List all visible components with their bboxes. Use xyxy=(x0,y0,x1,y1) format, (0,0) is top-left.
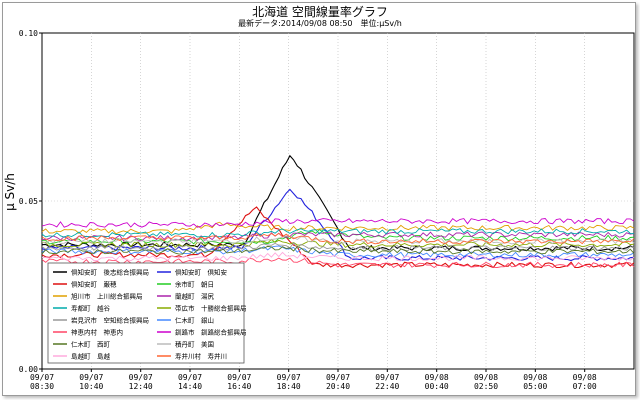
series-line xyxy=(41,235,635,245)
legend-box xyxy=(47,262,245,364)
legend-label: 神恵内村 神恵内 xyxy=(71,328,123,337)
x-tick-label-time: 10:40 xyxy=(79,382,103,391)
series-line xyxy=(41,238,635,249)
series-line xyxy=(41,251,635,262)
x-tick-label-date: 09/07 xyxy=(129,373,153,382)
chart-title: 北海道 空間線量率グラフ xyxy=(252,5,388,19)
x-tick-label-date: 09/07 xyxy=(277,373,301,382)
x-tick-label-date: 09/08 xyxy=(425,373,449,382)
x-tick-label-time: 08:30 xyxy=(30,382,54,391)
x-tick-label-date: 09/07 xyxy=(79,373,103,382)
x-tick-label-time: 20:40 xyxy=(326,382,350,391)
chart-subtitle: 最新データ:2014/09/08 08:50 単位:μSv/h xyxy=(238,19,402,28)
legend-label: 帯広市 十勝総合振興局 xyxy=(175,304,247,313)
x-tick-label-date: 09/07 xyxy=(30,373,54,382)
legend-label: 倶知安町 巌穂 xyxy=(71,280,117,289)
legend-label: 島越町 島越 xyxy=(71,352,111,361)
x-tick-label-time: 07:00 xyxy=(573,382,597,391)
series-line xyxy=(41,245,635,255)
x-tick-label-date: 09/07 xyxy=(326,373,350,382)
x-tick-label-time: 00:40 xyxy=(425,382,449,391)
x-tick-label-date: 09/07 xyxy=(375,373,399,382)
legend-label: 倶知安町 倶知安 xyxy=(175,268,228,277)
chart-border xyxy=(2,2,636,396)
y-tick-label: 0.10 xyxy=(19,29,38,38)
legend-label: 旭川市 上川総合振興局 xyxy=(71,292,143,301)
legend-label: 岩見沢市 空知総合振興局 xyxy=(71,316,149,325)
legend-label: 仁木町 西町 xyxy=(71,340,111,349)
x-tick-label-date: 09/07 xyxy=(178,373,202,382)
series-line xyxy=(41,232,635,245)
legend-label: 倶知安町 後志総合振興局 xyxy=(71,268,149,277)
legend-label: 積丹町 美国 xyxy=(175,340,214,349)
legend-label: 仁木町 銀山 xyxy=(175,316,214,325)
series-line xyxy=(41,228,635,238)
x-tick-label-date: 09/08 xyxy=(474,373,498,382)
series-line xyxy=(41,229,635,245)
legend-label: 蘭越町 湯尻 xyxy=(175,292,215,301)
x-tick-label-date: 09/08 xyxy=(573,373,597,382)
x-tick-label-time: 14:40 xyxy=(178,382,202,391)
legend-label: 余市町 朝日 xyxy=(175,280,214,289)
x-tick-label-date: 09/08 xyxy=(523,373,547,382)
x-tick-label-time: 05:00 xyxy=(523,382,547,391)
series-line xyxy=(41,206,635,269)
series-line xyxy=(42,231,635,242)
series-line xyxy=(41,242,635,252)
x-tick-label-time: 16:40 xyxy=(227,382,251,391)
legend-label: 寿都町 越谷 xyxy=(71,304,111,313)
x-tick-label-time: 12:40 xyxy=(129,382,153,391)
x-tick-label-time: 22:40 xyxy=(375,382,399,391)
series-line xyxy=(41,217,635,228)
legend-label: 寿井川村 寿井川 xyxy=(175,352,227,361)
x-tick-label-time: 18:40 xyxy=(277,382,301,391)
x-tick-label-date: 09/07 xyxy=(227,373,251,382)
legend-label: 釧路市 釧路総合振興局 xyxy=(175,328,247,337)
y-tick-label: 0.00 xyxy=(19,365,38,374)
x-tick-label-time: 02:50 xyxy=(474,382,498,391)
y-tick-label: 0.05 xyxy=(19,197,38,206)
